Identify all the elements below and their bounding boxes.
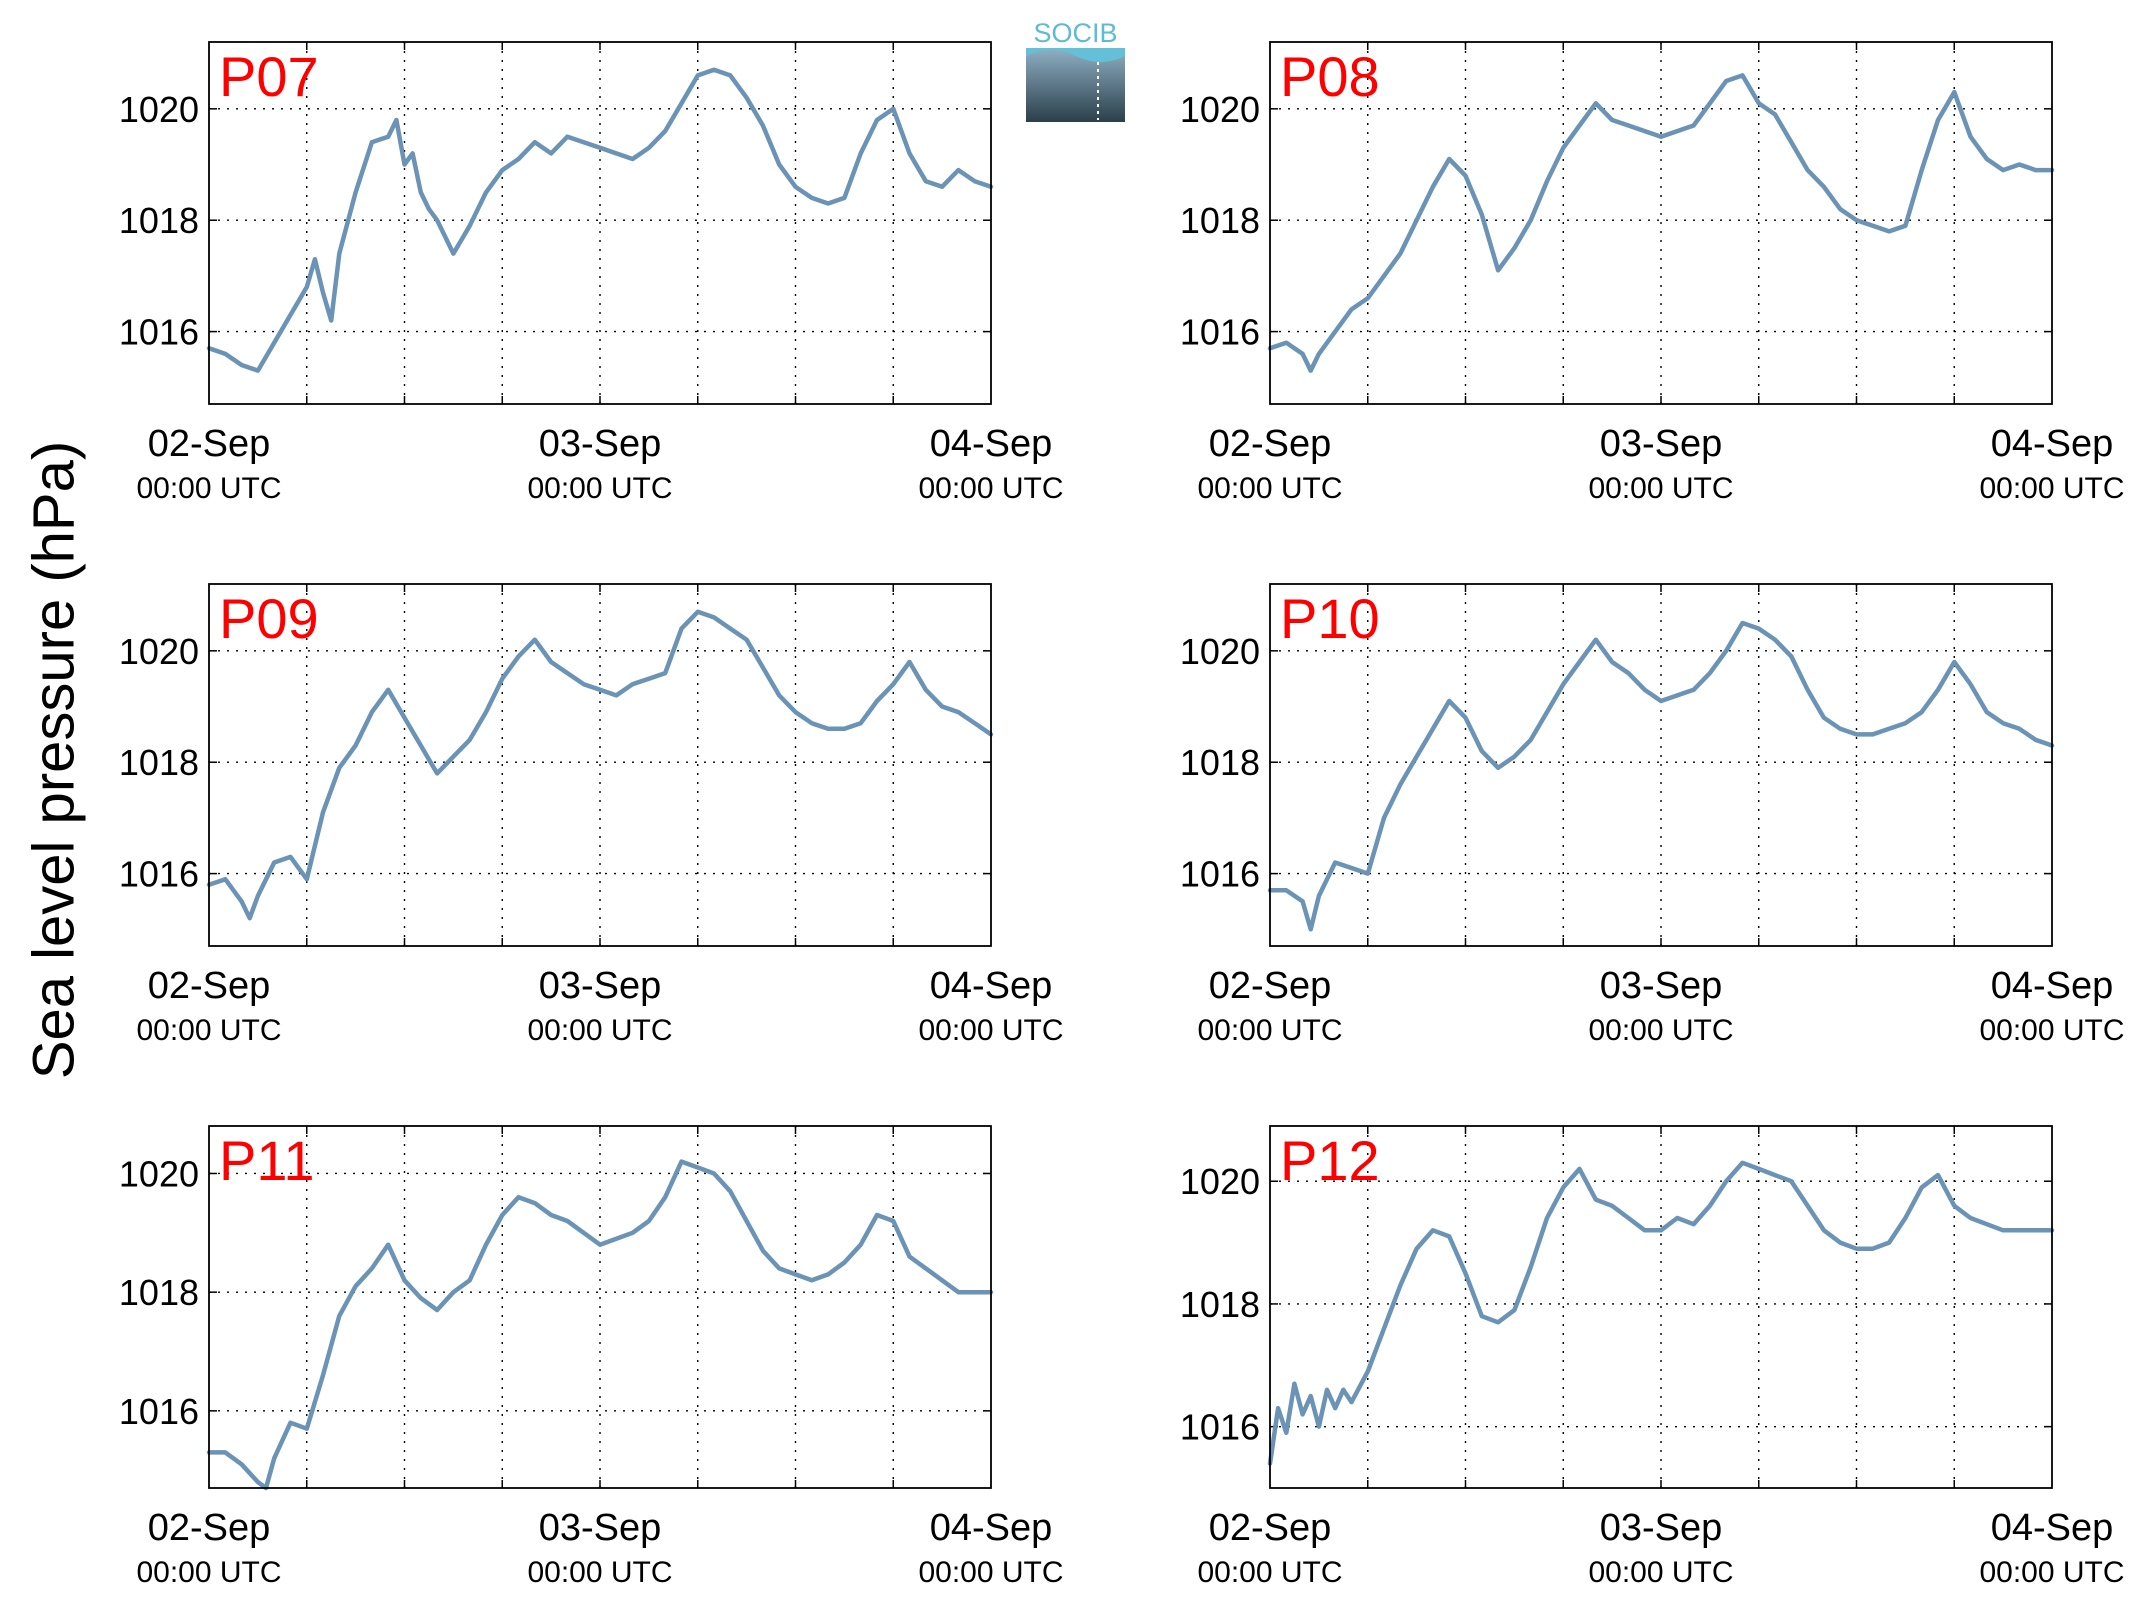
y-tick-label: 1016 [119, 854, 199, 895]
x-tick-time: 00:00 UTC [1197, 1556, 1342, 1589]
x-tick-date: 03-Sep [1600, 965, 1723, 1007]
x-tick-time: 00:00 UTC [136, 1556, 281, 1589]
x-tick-time: 00:00 UTC [918, 472, 1063, 505]
x-tick-time: 00:00 UTC [1979, 1014, 2124, 1047]
x-tick-time: 00:00 UTC [136, 472, 281, 505]
y-tick-label: 1020 [1180, 89, 1260, 130]
x-tick-time: 00:00 UTC [527, 1556, 672, 1589]
x-tick-time: 00:00 UTC [918, 1556, 1063, 1589]
x-tick-date: 04-Sep [1991, 965, 2114, 1007]
x-tick-date: 03-Sep [1600, 1507, 1723, 1549]
pressure-line [1267, 620, 2055, 932]
x-tick-time: 00:00 UTC [136, 1014, 281, 1047]
x-tick-date: 04-Sep [930, 423, 1053, 465]
pressure-line [1267, 73, 2055, 373]
y-tick-label: 1016 [1180, 1407, 1260, 1448]
pressure-line [1267, 1160, 2055, 1466]
x-tick-date: 04-Sep [930, 965, 1053, 1007]
x-tick-date: 02-Sep [148, 965, 271, 1007]
x-tick-time: 00:00 UTC [1197, 472, 1342, 505]
x-tick-date: 03-Sep [539, 1507, 662, 1549]
y-tick-label: 1020 [119, 89, 199, 130]
x-tick-time: 00:00 UTC [1979, 1556, 2124, 1589]
y-tick-label: 1016 [1180, 312, 1260, 353]
panel-label: P12 [1280, 1129, 1380, 1192]
socib-logo: SOCIB [1026, 18, 1125, 122]
panel-label: P09 [219, 587, 319, 650]
x-tick-date: 02-Sep [1209, 423, 1332, 465]
x-tick-date: 02-Sep [1209, 965, 1332, 1007]
axes-frame [1269, 1125, 2053, 1489]
pressure-line [206, 1159, 994, 1491]
x-tick-date: 02-Sep [1209, 1507, 1332, 1549]
panel-p09: 1016 1018 1020 02-Sep 00:00 UTC 03-Sep 00:00 U… [119, 583, 1064, 1047]
panel-p08: 1016 1018 1020 02-Sep 00:00 UTC 03-Sep 00:00 U… [1180, 41, 2125, 505]
panel-label: P10 [1280, 587, 1380, 650]
y-tick-label: 1020 [119, 631, 199, 672]
x-tick-time: 00:00 UTC [1588, 1014, 1733, 1047]
y-tick-label: 1020 [119, 1153, 199, 1194]
pressure-line [206, 67, 994, 373]
x-tick-time: 00:00 UTC [1197, 1014, 1342, 1047]
axes-frame [1269, 583, 2053, 947]
y-tick-label: 1018 [1180, 1284, 1260, 1325]
x-tick-date: 04-Sep [1991, 1507, 2114, 1549]
logo-text: SOCIB [1033, 18, 1117, 48]
axes-frame [1269, 41, 2053, 405]
panel-p07: 1016 1018 1020 02-Sep 00:00 UTC 03-Sep 00:00 U… [119, 41, 1064, 505]
axes-frame [208, 41, 992, 405]
y-tick-label: 1020 [1180, 1161, 1260, 1202]
y-tick-label: 1018 [119, 1272, 199, 1313]
panel-p10: 1016 1018 1020 02-Sep 00:00 UTC 03-Sep 00:00 U… [1180, 583, 2125, 1047]
y-tick-label: 1016 [119, 312, 199, 353]
x-tick-time: 00:00 UTC [527, 1014, 672, 1047]
x-tick-time: 00:00 UTC [527, 472, 672, 505]
axes-frame [208, 1125, 992, 1489]
y-axis-label: Sea level pressure (hPa) [21, 440, 87, 1080]
y-tick-label: 1018 [119, 742, 199, 783]
x-tick-date: 02-Sep [148, 1507, 271, 1549]
x-tick-time: 00:00 UTC [1588, 472, 1733, 505]
x-tick-date: 03-Sep [539, 423, 662, 465]
y-tick-label: 1020 [1180, 631, 1260, 672]
x-tick-date: 04-Sep [1991, 423, 2114, 465]
y-tick-label: 1016 [119, 1391, 199, 1432]
pressure-line [206, 609, 994, 921]
panel-label: P08 [1280, 45, 1380, 108]
panel-label: P07 [219, 45, 319, 108]
y-tick-label: 1018 [1180, 742, 1260, 783]
x-tick-time: 00:00 UTC [918, 1014, 1063, 1047]
x-tick-date: 03-Sep [1600, 423, 1723, 465]
y-tick-label: 1018 [1180, 200, 1260, 241]
x-tick-time: 00:00 UTC [1588, 1556, 1733, 1589]
x-tick-date: 02-Sep [148, 423, 271, 465]
y-tick-label: 1016 [1180, 854, 1260, 895]
x-tick-time: 00:00 UTC [1979, 472, 2124, 505]
axes-frame [208, 583, 992, 947]
panel-p11: 1016 1018 1020 02-Sep 00:00 UTC 03-Sep 00:00 U… [119, 1125, 1064, 1589]
x-tick-date: 03-Sep [539, 965, 662, 1007]
x-tick-date: 04-Sep [930, 1507, 1053, 1549]
y-tick-label: 1018 [119, 200, 199, 241]
panel-p12: 1016 1018 1020 02-Sep 00:00 UTC 03-Sep 00:00 U… [1180, 1125, 2125, 1589]
panel-label: P11 [219, 1129, 314, 1192]
